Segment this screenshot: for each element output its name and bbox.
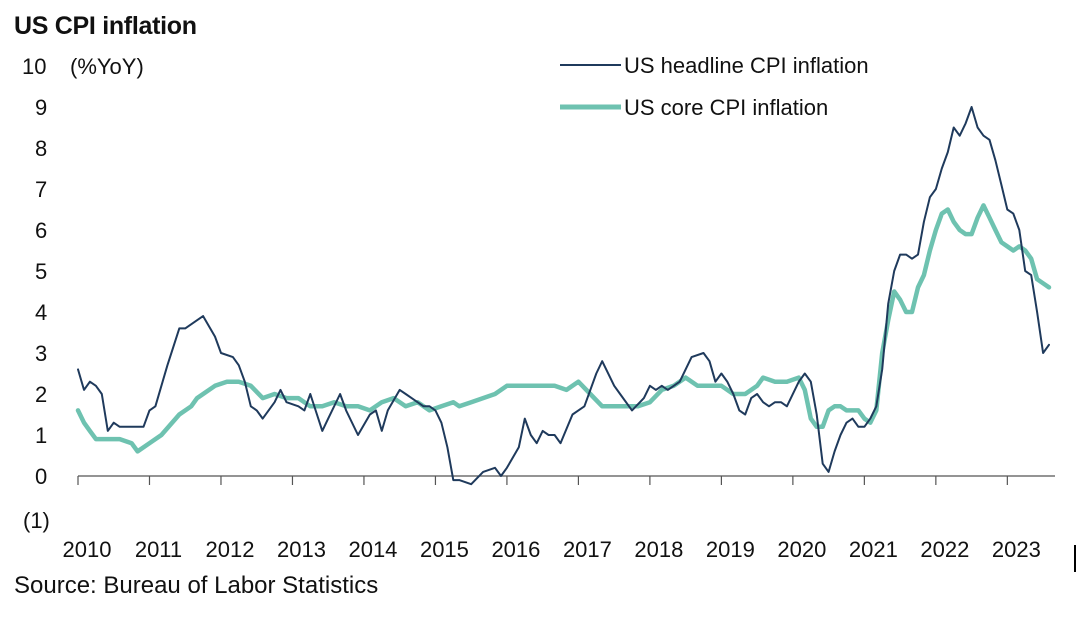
y-tick-label: 9 xyxy=(35,95,47,120)
y-tick-label: 3 xyxy=(35,341,47,366)
x-tick-label: 2012 xyxy=(205,537,254,562)
x-tick-label: 2019 xyxy=(706,537,755,562)
y-tick-label: 10 xyxy=(22,54,46,79)
headline-cpi-line xyxy=(77,106,1050,486)
x-tick-label: 2015 xyxy=(420,537,469,562)
series-lines xyxy=(75,106,1052,486)
x-tick-label: 2017 xyxy=(563,537,612,562)
y-tick-label: 6 xyxy=(35,218,47,243)
y-tick-label: 2 xyxy=(35,382,47,407)
y-tick-label: 4 xyxy=(35,300,47,325)
legend-label-core: US core CPI inflation xyxy=(624,95,828,120)
x-tick-label: 2016 xyxy=(491,537,540,562)
legend: US headline CPI inflation US core CPI inf… xyxy=(560,53,869,120)
y-tick-label: 8 xyxy=(35,136,47,161)
x-tick-label: 2022 xyxy=(920,537,969,562)
core-cpi-line xyxy=(75,203,1052,454)
x-tick-label: 2014 xyxy=(348,537,397,562)
x-tick-label: 2020 xyxy=(777,537,826,562)
x-tick-label: 2021 xyxy=(849,537,898,562)
y-tick-label: 0 xyxy=(35,464,47,489)
y-axis-unit-label: (%YoY) xyxy=(70,54,144,79)
x-axis xyxy=(77,475,1055,485)
y-tick-label: 5 xyxy=(35,259,47,284)
y-tick-label: (1) xyxy=(23,508,50,533)
x-axis-tick-labels: 2010 2011 2012 2013 2014 2015 2016 2017 2018 2019… xyxy=(63,537,1041,562)
legend-label-headline: US headline CPI inflation xyxy=(624,53,869,78)
x-tick-label: 2018 xyxy=(634,537,683,562)
x-tick-label: 2010 xyxy=(63,537,112,562)
x-tick-label: 2023 xyxy=(992,537,1041,562)
x-tick-label: 2013 xyxy=(277,537,326,562)
y-tick-label: 1 xyxy=(35,423,47,448)
x-tick-label: 2011 xyxy=(135,537,182,562)
chart-title: US CPI inflation xyxy=(14,12,197,40)
y-tick-label: 7 xyxy=(35,177,47,202)
source-note: Source: Bureau of Labor Statistics xyxy=(14,572,379,599)
